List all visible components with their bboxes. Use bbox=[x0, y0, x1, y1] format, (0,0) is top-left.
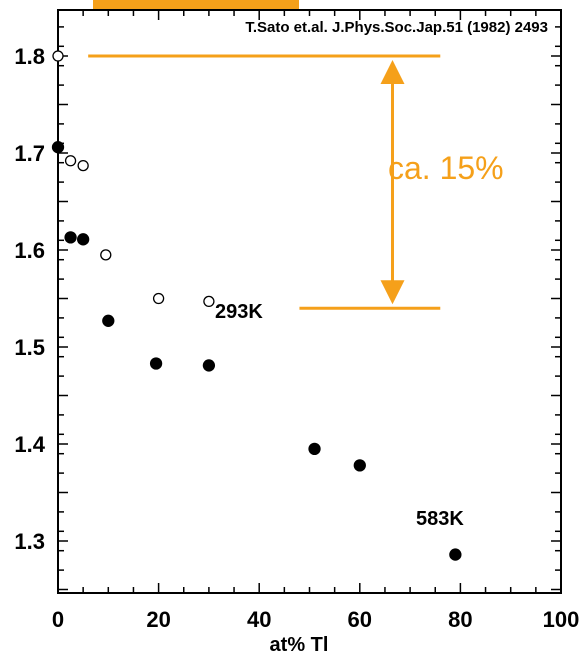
x-tick-label: 100 bbox=[543, 607, 580, 632]
data-point-filled bbox=[102, 314, 115, 327]
data-points bbox=[51, 50, 462, 561]
label-293k: 293K bbox=[215, 301, 263, 323]
data-point-filled bbox=[202, 359, 216, 372]
label-583k: 583K bbox=[416, 508, 464, 530]
annotations: ca. 15% 293K 583K bbox=[88, 54, 504, 530]
x-tick-label: 40 bbox=[247, 607, 271, 632]
data-point-filled bbox=[149, 357, 163, 370]
y-tick-label: 1.7 bbox=[14, 141, 45, 166]
axis-ticks bbox=[57, 10, 562, 593]
data-point-open bbox=[77, 159, 89, 172]
y-tick-label: 1.6 bbox=[14, 238, 45, 263]
data-point-filled bbox=[353, 459, 366, 472]
data-point-open bbox=[64, 155, 77, 167]
plot-frame bbox=[57, 9, 562, 594]
data-point-open bbox=[203, 295, 215, 308]
data-point-open bbox=[100, 249, 112, 261]
y-tick-label: 1.5 bbox=[14, 335, 45, 360]
data-point-filled bbox=[77, 233, 90, 246]
data-point-filled bbox=[308, 442, 321, 456]
data-point-open bbox=[52, 50, 64, 62]
percent-label: ca. 15% bbox=[388, 150, 504, 186]
x-tick-label: 60 bbox=[348, 607, 372, 632]
x-axis-label: at% Tl bbox=[270, 634, 329, 655]
arrow-head-down bbox=[380, 280, 405, 305]
x-tick-label: 80 bbox=[448, 607, 472, 632]
citation-text: T.Sato et.al. J.Phys.Soc.Jap.51 (1982) 2… bbox=[245, 19, 548, 36]
data-point-filled bbox=[51, 141, 65, 154]
x-tick-label: 20 bbox=[146, 607, 170, 632]
x-tick-label: 0 bbox=[52, 607, 64, 632]
axis-tick-labels: 0 20 40 60 80 100 1.3 1.4 1.5 1.6 1.7 1.8 bbox=[14, 44, 579, 632]
top-accent-bar bbox=[93, 0, 299, 9]
data-point-open bbox=[152, 292, 165, 305]
data-point-filled bbox=[64, 231, 77, 244]
y-tick-label: 1.4 bbox=[14, 432, 45, 457]
y-tick-label: 1.3 bbox=[14, 529, 45, 554]
data-point-filled bbox=[449, 548, 462, 561]
arrow-head-up bbox=[380, 60, 405, 84]
y-tick-label: 1.8 bbox=[14, 44, 45, 69]
